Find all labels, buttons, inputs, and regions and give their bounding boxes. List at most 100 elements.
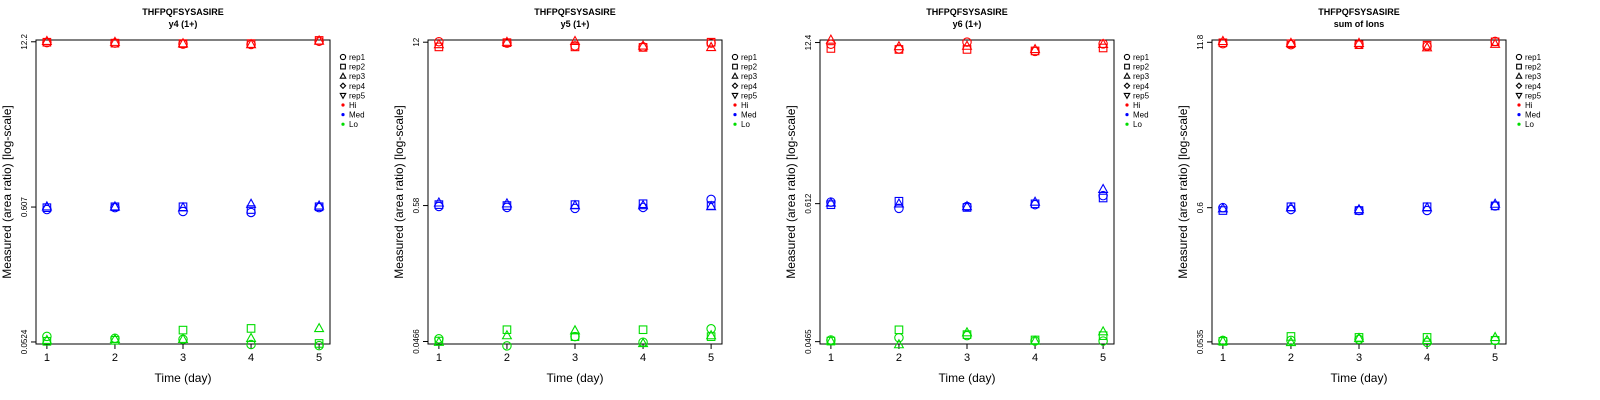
legend-marker — [1517, 113, 1521, 117]
legend-marker — [1517, 103, 1521, 107]
plot-frame — [35, 39, 331, 345]
y-tick-label: 11.8 — [1196, 34, 1205, 50]
y-tick-label: 12.2 — [20, 33, 29, 49]
x-tick-label: 4 — [248, 352, 254, 364]
data-point — [962, 37, 972, 47]
data-point — [569, 324, 581, 335]
data-point — [1217, 202, 1229, 213]
data-point — [825, 335, 837, 345]
data-point — [501, 36, 513, 46]
legend-label: Lo — [349, 120, 358, 129]
data-point — [313, 34, 325, 45]
data-point — [109, 36, 121, 46]
chart-title: THFPQFSYSASIRE — [142, 7, 224, 17]
legend-label: rep3 — [349, 72, 366, 81]
legend-marker — [1124, 63, 1130, 70]
data-point — [637, 337, 649, 348]
y-tick-label: 0.58 — [412, 197, 421, 213]
data-point — [1489, 331, 1501, 342]
chart-svg: THFPQFSYSASIRE y6 (1+) 1 2 3 4 5 0.0465 0.612 12.… — [784, 7, 1150, 385]
data-point — [1285, 37, 1297, 47]
chart-title: THFPQFSYSASIRE — [534, 7, 616, 17]
legend-marker — [1123, 92, 1131, 100]
legend-label: rep5 — [349, 91, 366, 100]
legend-label: rep5 — [1525, 91, 1542, 100]
data-point — [894, 325, 904, 335]
legend-marker — [733, 122, 737, 126]
y-tick-label: 12 — [412, 37, 421, 46]
legend-marker — [1125, 122, 1129, 126]
data-point — [502, 325, 512, 335]
legend-marker — [341, 122, 345, 126]
data-point — [570, 332, 580, 341]
legend-marker — [1123, 72, 1131, 79]
x-axis-label: Time (day) — [155, 371, 212, 385]
data-point — [501, 329, 513, 340]
data-point — [1490, 201, 1500, 211]
x-tick-label: 5 — [1492, 352, 1498, 364]
y-axis-label: Measured (area ratio) [log-scale] — [392, 105, 406, 278]
legend-marker — [341, 113, 345, 117]
data-point — [705, 200, 717, 211]
data-point — [1217, 335, 1229, 346]
legend-label: rep4 — [741, 82, 758, 91]
chart-title: THFPQFSYSASIRE — [1318, 7, 1400, 17]
data-point — [1286, 332, 1296, 341]
chart-subtitle: y6 (1+) — [953, 19, 982, 29]
data-point — [637, 199, 649, 210]
data-point — [1353, 203, 1365, 214]
data-point — [1285, 336, 1297, 347]
legend-label: rep3 — [1525, 72, 1542, 81]
chart-panel-y5: THFPQFSYSASIRE y5 (1+) 1 2 3 4 5 0.0466 0.58 12 Ti… — [392, 0, 784, 400]
legend-label: Med — [1525, 111, 1541, 120]
data-point — [1353, 332, 1365, 343]
data-point — [41, 334, 53, 345]
y-tick-label: 0.6 — [1196, 202, 1205, 214]
chart-subtitle: y5 (1+) — [561, 19, 590, 29]
data-point — [1353, 37, 1365, 47]
y-tick-label: 0.607 — [20, 196, 29, 217]
data-point — [1421, 334, 1433, 345]
legend-label: Hi — [1133, 101, 1141, 110]
chart-panel-y4: THFPQFSYSASIRE y4 (1+) 1 2 3 4 5 0.0524 0.607 12.… — [0, 0, 392, 400]
data-point — [893, 40, 905, 51]
data-point — [893, 197, 905, 208]
data-point — [109, 200, 121, 211]
legend-marker — [339, 72, 347, 79]
x-axis-label: Time (day) — [1331, 371, 1388, 385]
data-point — [177, 37, 189, 48]
data-point — [638, 325, 648, 335]
x-tick-label: 5 — [708, 352, 714, 364]
data-point — [178, 325, 188, 335]
data-point — [502, 341, 512, 351]
data-point — [961, 200, 973, 211]
data-point — [1217, 35, 1229, 46]
legend-label: rep1 — [349, 53, 366, 62]
legend-label: Med — [349, 111, 365, 120]
data-point — [246, 205, 256, 214]
data-point — [1098, 193, 1108, 203]
legend-label: Lo — [741, 120, 750, 129]
legend-label: rep5 — [741, 91, 758, 100]
legend-label: Lo — [1525, 120, 1534, 129]
legend-marker — [340, 63, 346, 70]
legend-label: rep3 — [1133, 72, 1150, 81]
data-point — [313, 322, 325, 333]
data-point — [1421, 201, 1433, 212]
data-point — [246, 324, 256, 333]
data-point — [825, 196, 837, 207]
data-point — [433, 196, 445, 207]
data-point — [1286, 204, 1296, 215]
data-point — [706, 194, 716, 205]
data-point — [569, 35, 581, 46]
x-tick-label: 4 — [1424, 352, 1430, 364]
data-point — [245, 38, 257, 49]
data-point — [1421, 41, 1433, 52]
legend-label: Med — [1133, 111, 1149, 120]
data-point — [705, 41, 717, 52]
x-tick-label: 4 — [640, 352, 646, 364]
x-tick-label: 3 — [180, 352, 186, 364]
legend-marker — [1515, 72, 1523, 79]
legend-marker — [339, 92, 347, 100]
data-point — [245, 332, 257, 343]
